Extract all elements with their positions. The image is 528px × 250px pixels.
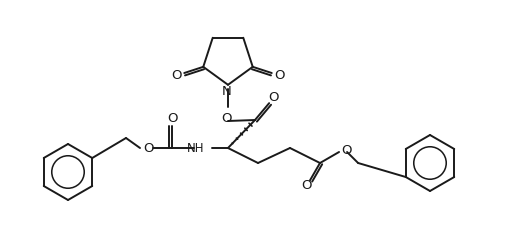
Text: O: O (341, 144, 351, 158)
Text: O: O (172, 69, 182, 82)
Text: O: O (222, 112, 232, 124)
Text: O: O (274, 69, 285, 82)
Text: N: N (222, 85, 232, 98)
Text: O: O (143, 142, 153, 154)
Text: O: O (301, 179, 312, 192)
Text: O: O (268, 91, 279, 104)
Text: O: O (167, 112, 177, 124)
Text: NH: NH (186, 142, 204, 156)
